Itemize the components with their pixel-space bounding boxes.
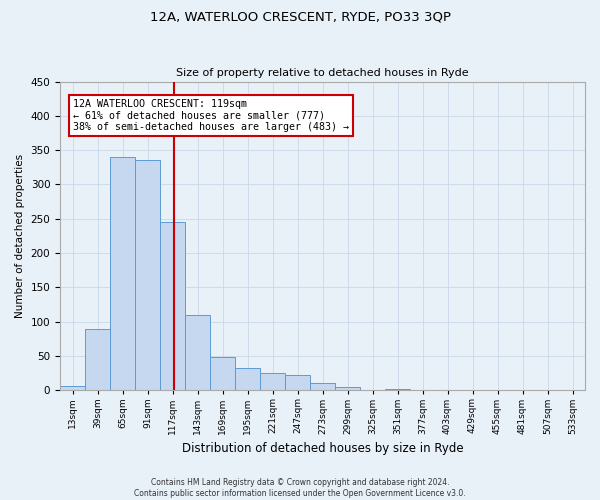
Bar (286, 376, 310, 390)
Title: Size of property relative to detached houses in Ryde: Size of property relative to detached ho… (176, 68, 469, 78)
Bar (211, 356, 235, 390)
X-axis label: Distribution of detached houses by size in Ryde: Distribution of detached houses by size … (182, 442, 463, 455)
Bar (85, 328, 110, 390)
Bar (136, 160, 160, 390)
Bar (160, 222, 185, 390)
Bar (335, 387, 359, 390)
Bar (185, 315, 209, 390)
Text: Contains HM Land Registry data © Crown copyright and database right 2024.
Contai: Contains HM Land Registry data © Crown c… (134, 478, 466, 498)
Text: 12A, WATERLOO CRESCENT, RYDE, PO33 3QP: 12A, WATERLOO CRESCENT, RYDE, PO33 3QP (149, 10, 451, 23)
Bar (260, 372, 284, 390)
Bar (61, 386, 85, 390)
Bar (235, 368, 260, 390)
Y-axis label: Number of detached properties: Number of detached properties (15, 154, 25, 318)
Bar (385, 389, 410, 390)
Bar (110, 157, 134, 390)
Bar (310, 384, 335, 390)
Text: 12A WATERLOO CRESCENT: 119sqm
← 61% of detached houses are smaller (777)
38% of : 12A WATERLOO CRESCENT: 119sqm ← 61% of d… (73, 98, 349, 132)
